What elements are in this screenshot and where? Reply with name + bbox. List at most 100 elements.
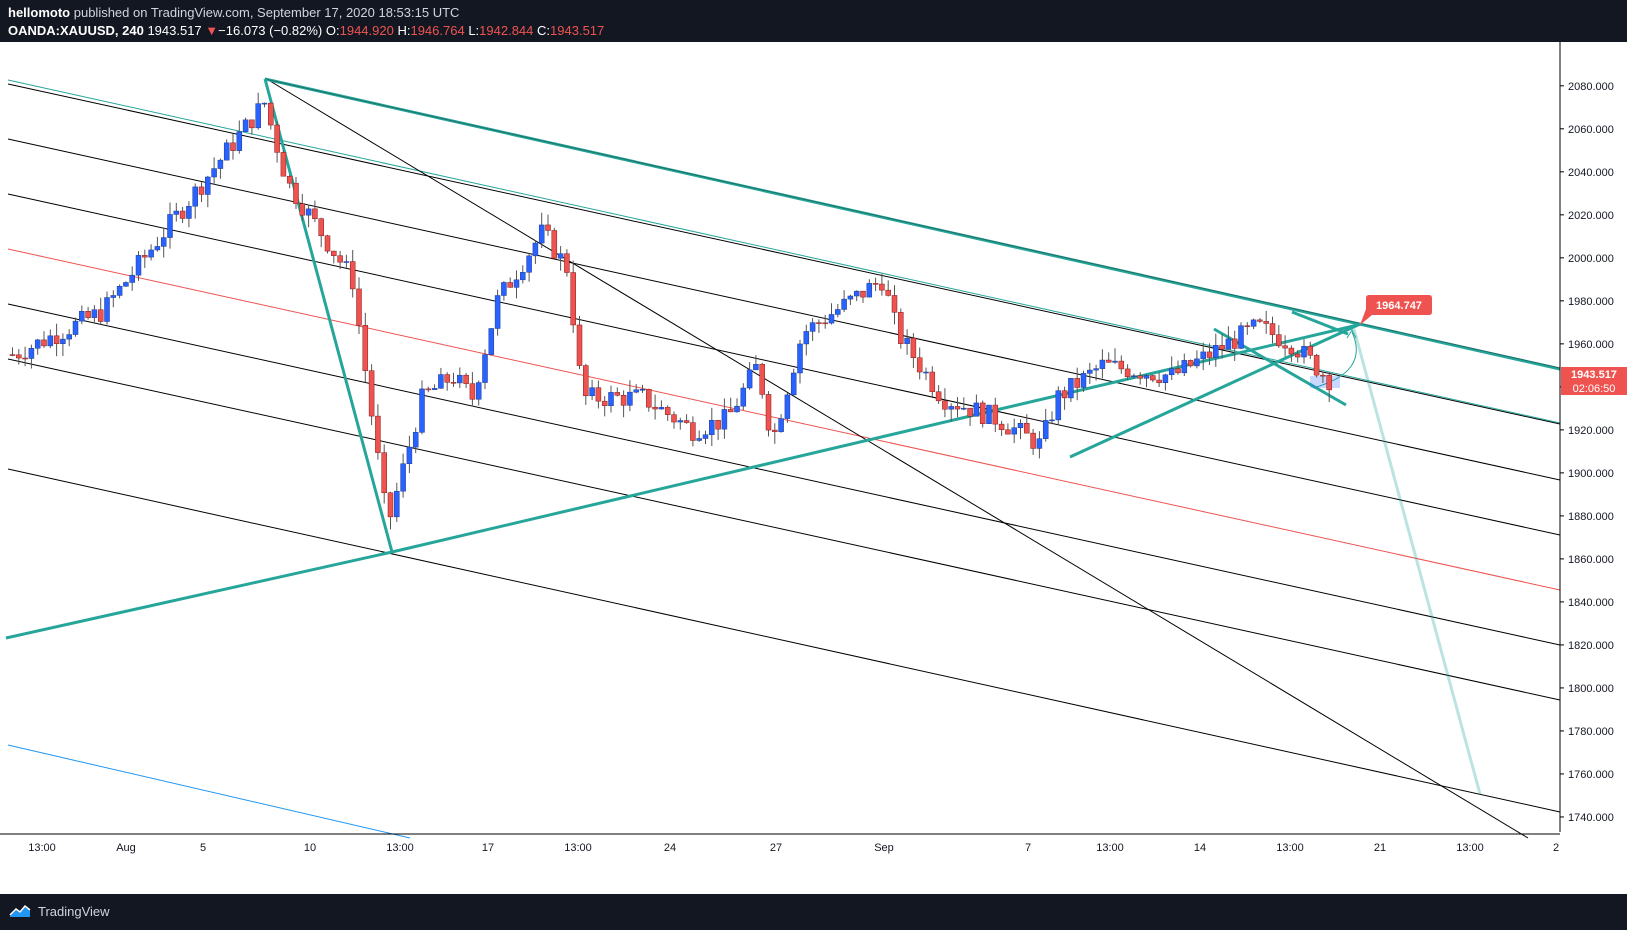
candle-body — [1105, 359, 1112, 363]
projection-line[interactable] — [1352, 328, 1482, 795]
candle-body — [1074, 378, 1080, 388]
candle-body — [727, 409, 734, 413]
candle-body — [1219, 345, 1225, 350]
open-label: O: — [325, 23, 340, 38]
candle-body — [1244, 325, 1251, 327]
symbol-label[interactable]: OANDA:XAUUSD, 240 — [8, 23, 144, 38]
candle-body — [475, 382, 482, 400]
candle-body — [160, 237, 167, 247]
candle-body — [734, 405, 740, 413]
candle-body — [53, 335, 60, 344]
time-tick-label: 2 — [1553, 842, 1559, 854]
candle-body — [809, 322, 816, 332]
candle-body — [205, 176, 211, 195]
candle-body — [129, 274, 135, 283]
candle-body — [1320, 374, 1326, 377]
candle-body — [16, 354, 22, 359]
pattern-line[interactable] — [1291, 310, 1349, 336]
candle-body — [709, 420, 715, 435]
price-tick-label: 2020.000 — [1568, 210, 1614, 222]
candle-body — [1162, 374, 1169, 384]
candle-body — [66, 334, 72, 340]
candle-body — [1307, 346, 1314, 356]
candle-body — [1055, 390, 1062, 421]
candle-body — [513, 279, 520, 288]
candle-body — [961, 407, 967, 410]
candle-body — [576, 324, 583, 366]
time-tick-label: 13:00 — [1456, 842, 1484, 854]
candle-body — [41, 339, 47, 347]
candle-body — [866, 283, 873, 298]
author-name[interactable]: hellomoto — [8, 5, 71, 20]
candle-body — [715, 420, 721, 430]
drop-trendline[interactable] — [263, 78, 394, 553]
candle-body — [1231, 338, 1238, 349]
candle-body — [286, 175, 293, 184]
candle-body — [482, 354, 488, 383]
time-tick-label: 24 — [664, 842, 676, 854]
candle-body — [1269, 323, 1276, 335]
candle-body — [583, 365, 589, 397]
support-trendline-left[interactable] — [5, 550, 393, 640]
candle-body — [551, 230, 558, 259]
candle-body — [494, 295, 501, 329]
candle-body — [324, 235, 331, 252]
median-line[interactable] — [7, 248, 1561, 591]
channel-line[interactable] — [7, 83, 1561, 425]
candle-body — [1263, 321, 1269, 324]
time-tick-label: 13:00 — [1096, 842, 1124, 854]
candle-body — [1137, 375, 1143, 379]
candle-body — [72, 320, 79, 335]
tradingview-brand[interactable]: TradingView — [8, 903, 110, 919]
candle-body — [1301, 346, 1307, 358]
candle-body — [1124, 368, 1131, 378]
price-chart[interactable]: 2080.000 2060.000 2040.000 2020.000 2000.000… — [0, 42, 1627, 894]
candle-body — [91, 309, 98, 318]
price-tick-label: 2040.000 — [1568, 167, 1614, 179]
chart-header: hellomoto published on TradingView.com, … — [0, 0, 1627, 42]
candle-body — [211, 168, 217, 178]
candle-body — [406, 446, 413, 464]
tradingview-logo-icon — [9, 904, 31, 917]
candle-body — [646, 389, 652, 408]
candle-body — [135, 255, 142, 276]
candle-body — [305, 208, 312, 216]
candle-body — [343, 261, 350, 263]
time-tick-label: Aug — [116, 842, 136, 854]
candle-body — [337, 255, 343, 263]
candle-body — [463, 374, 469, 384]
curved-arrow[interactable] — [1312, 331, 1357, 389]
candle-body — [444, 374, 450, 383]
blue-trend-line[interactable] — [7, 744, 411, 839]
drawing-tools-layer[interactable] — [5, 77, 1561, 839]
candle-body — [942, 400, 948, 410]
candle-body — [501, 282, 507, 296]
candle-body — [639, 389, 646, 391]
channel-line[interactable] — [7, 468, 1561, 813]
time-axis[interactable]: 13:00 Aug 5 10 13:00 17 13:00 24 27 Sep 7 13:00 14 13… — [0, 833, 1560, 854]
channel-line[interactable] — [7, 193, 1561, 536]
channel-line[interactable] — [7, 303, 1561, 646]
candle-body — [375, 415, 381, 453]
candle-body — [948, 406, 954, 410]
arrow-head-icon — [1346, 328, 1357, 339]
candle-body — [992, 404, 999, 425]
candle-body — [1131, 375, 1137, 378]
candle-body — [242, 119, 249, 132]
projection-box[interactable] — [1310, 376, 1340, 388]
teal-parallel-line[interactable] — [7, 79, 1561, 424]
channel-line[interactable] — [7, 138, 1561, 481]
candle-body — [419, 388, 425, 433]
target-price-label[interactable] — [1360, 295, 1432, 325]
candle-body — [545, 224, 551, 231]
support-trendline[interactable] — [391, 322, 1363, 554]
diagonal-line[interactable] — [264, 77, 1529, 839]
tradingview-brand-text: TradingView — [38, 903, 110, 919]
channel-line[interactable] — [7, 358, 1561, 701]
candle-body — [268, 102, 274, 126]
candle-body — [412, 432, 419, 448]
candle-body — [1213, 345, 1219, 358]
countdown-badge — [1561, 381, 1627, 395]
candle-body — [274, 124, 280, 153]
candle-body — [721, 409, 728, 430]
